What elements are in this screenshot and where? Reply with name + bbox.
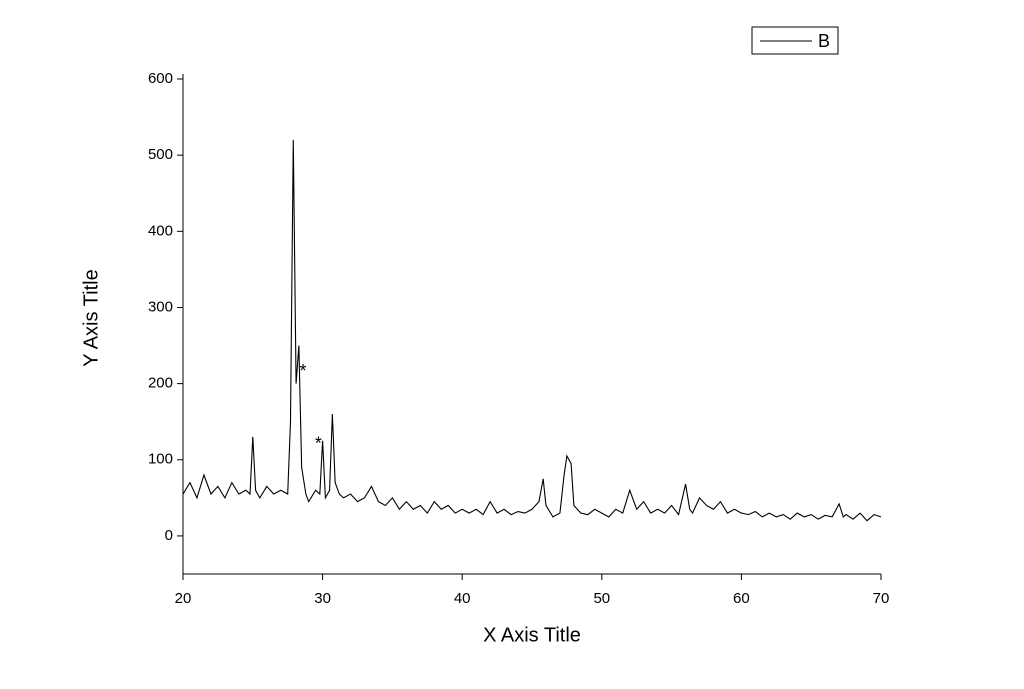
x-tick-label: 40	[454, 590, 471, 607]
y-axis-title: Y Axis Title	[80, 269, 102, 366]
y-tick-label: 500	[148, 146, 173, 163]
x-tick-label: 60	[733, 590, 750, 607]
legend-label: B	[818, 31, 830, 51]
y-tick-label: 300	[148, 298, 173, 315]
x-tick-label: 30	[314, 590, 331, 607]
annotation: *	[315, 433, 322, 453]
y-tick-label: 200	[148, 375, 173, 392]
x-axis-title: X Axis Title	[483, 624, 581, 646]
x-tick-label: 70	[873, 590, 890, 607]
legend: B	[751, 26, 839, 55]
y-tick-label: 400	[148, 222, 173, 239]
y-tick-label: 600	[148, 70, 173, 87]
annotation: *	[300, 361, 307, 381]
y-tick-label: 0	[165, 527, 173, 544]
x-tick-label: 50	[593, 590, 610, 607]
data-line	[182, 139, 882, 522]
x-tick-label: 20	[175, 590, 192, 607]
y-tick-label: 100	[148, 451, 173, 468]
